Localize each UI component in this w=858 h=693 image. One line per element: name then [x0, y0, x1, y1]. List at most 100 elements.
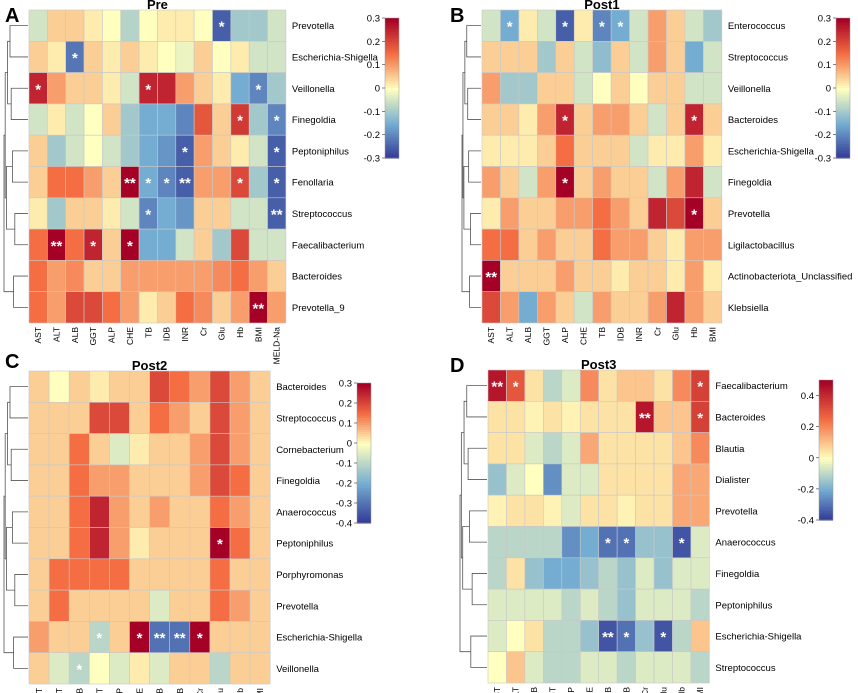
colorbar-segment: [385, 137, 399, 140]
colorbar-segment: [836, 118, 850, 122]
column-label: Glu: [658, 687, 668, 693]
colorbar-segment: [836, 74, 850, 77]
colorbar-segment: [385, 104, 399, 108]
heatmap-cell: [120, 134, 140, 167]
colorbar-segment: [385, 60, 399, 63]
column-label: GGT: [548, 687, 558, 693]
colorbar-tick-label: 0.1: [339, 419, 352, 430]
colorbar-segment: [357, 404, 371, 407]
heatmap-cell: [561, 400, 581, 433]
column-label: CHE: [125, 327, 135, 345]
heatmap-cell: [89, 527, 110, 560]
heatmap-cell: [212, 260, 232, 292]
colorbar-segment: [357, 439, 371, 442]
heatmap-cell: [684, 291, 704, 324]
heatmap-cell: [28, 401, 50, 434]
row-label: Veillonella: [728, 84, 771, 95]
heatmap-cell: [175, 103, 195, 136]
heatmap-cell: [65, 291, 85, 324]
heatmap-cell: [28, 134, 48, 167]
heatmap-cell: [500, 260, 520, 292]
heatmap-cell: [65, 9, 85, 42]
colorbar: 0.4 0.2 0 -0.2 -0.4: [798, 379, 834, 527]
heatmap-cell: [193, 260, 213, 292]
colorbar-segment: [385, 18, 399, 21]
heatmap-cell: [83, 166, 103, 199]
heatmap-cell: [506, 400, 526, 433]
heatmap-cell: [524, 400, 544, 433]
colorbar-segment: [385, 36, 399, 40]
row-label: Prevotella: [292, 21, 335, 32]
column-label: TB: [603, 687, 613, 693]
heatmap-cell: [68, 495, 90, 528]
heatmap-cell: [573, 103, 594, 136]
heatmap-cell: [47, 72, 66, 105]
heatmap-cell: [487, 432, 507, 465]
heatmap-cell: [635, 463, 655, 496]
heatmap-cell: [690, 463, 710, 496]
colorbar-segment: [819, 424, 833, 428]
significance-mark: *: [217, 536, 223, 553]
row-dendrogram: [459, 385, 487, 668]
column-label: IDB: [162, 327, 172, 342]
colorbar-segment: [836, 29, 850, 33]
colorbar-segment: [385, 111, 399, 115]
colorbar-segment: [357, 422, 371, 426]
colorbar-tick-label: 0.4: [801, 391, 814, 402]
colorbar-segment: [836, 155, 850, 159]
heatmap-cell: [506, 620, 526, 653]
colorbar-segment: [357, 460, 371, 463]
heatmap-cell: [209, 370, 231, 403]
row-label: Escherichia-Shigella: [715, 632, 802, 643]
colorbar-segment: [819, 419, 833, 423]
column-label: Glu: [217, 327, 227, 341]
heatmap-cell: [666, 197, 686, 230]
colorbar-segment: [385, 71, 399, 75]
heatmap-cell: [598, 400, 618, 433]
heatmap-cell: [616, 557, 636, 590]
heatmap-cell: [598, 557, 618, 590]
heatmap-cell: [138, 134, 158, 167]
heatmap-cell: [149, 589, 171, 622]
colorbar-segment: [836, 41, 850, 45]
column-label: MELD-Na: [272, 327, 282, 365]
heatmap-cell: [481, 228, 501, 261]
heatmap-cell: [666, 134, 686, 167]
column-label: CHE: [135, 688, 145, 693]
colorbar-segment: [819, 426, 833, 430]
heatmap-cell: [169, 495, 191, 528]
heatmap-cell: [212, 197, 232, 230]
colorbar-segment: [385, 67, 399, 70]
heatmap-cell: [543, 432, 563, 465]
heatmap-cell: [129, 433, 150, 466]
colorbar-tick-label: -0.1: [336, 459, 352, 470]
colorbar-segment: [357, 504, 371, 508]
panel-c-heatmap: C Post2** * ** ** **BacteroidesStreptococcusC…: [3, 351, 372, 693]
significance-mark: *: [274, 144, 280, 161]
heatmap-cell: [690, 651, 710, 684]
column-label: BMI: [695, 687, 705, 693]
colorbar-segment: [836, 64, 850, 68]
heatmap-cell: [592, 72, 612, 105]
heatmap-cell: [189, 527, 211, 560]
heatmap-cell: [610, 166, 630, 199]
heatmap-cell: [524, 620, 544, 653]
colorbar-segment: [357, 387, 371, 391]
heatmap-cell: [249, 401, 271, 434]
heatmap-cell: [175, 228, 195, 261]
colorbar-tick-label: 0.1: [818, 60, 831, 71]
colorbar-border: [818, 379, 834, 521]
column-label: GGT: [94, 688, 104, 693]
heatmap-cell: [157, 197, 177, 230]
heatmap-cell: [102, 291, 122, 324]
heatmap-cell: [109, 370, 130, 403]
heatmap-cell: [138, 103, 158, 136]
heatmap-cell: [579, 651, 600, 684]
heatmap-cell: [500, 40, 520, 73]
panel-label: A: [5, 5, 19, 27]
colorbar-segment: [357, 488, 371, 491]
colorbar-segment: [357, 383, 371, 386]
column-label: CHE: [578, 327, 588, 345]
heatmap-cell: [579, 494, 600, 527]
heatmap-title: Post1: [584, 0, 619, 12]
